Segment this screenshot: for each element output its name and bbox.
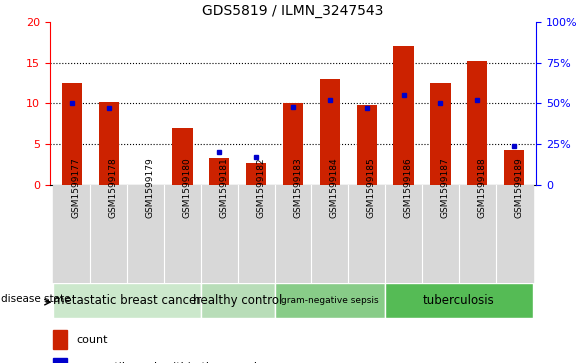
- Bar: [275, 283, 385, 318]
- Bar: [275, 185, 311, 283]
- Bar: [348, 185, 385, 283]
- Bar: [238, 185, 275, 283]
- Bar: [201, 283, 275, 318]
- Bar: [172, 128, 193, 185]
- Bar: [90, 185, 127, 283]
- Bar: [209, 158, 230, 185]
- Bar: [385, 283, 533, 318]
- Text: tuberculosis: tuberculosis: [423, 294, 495, 307]
- Text: GSM1599188: GSM1599188: [477, 158, 486, 219]
- Bar: [422, 185, 459, 283]
- Bar: [201, 185, 238, 283]
- Text: GSM1599179: GSM1599179: [145, 158, 155, 219]
- Text: GSM1599189: GSM1599189: [514, 158, 523, 219]
- Bar: [164, 185, 201, 283]
- Text: count: count: [76, 335, 108, 344]
- Text: GSM1599177: GSM1599177: [72, 158, 81, 219]
- Bar: [393, 46, 414, 185]
- Bar: [127, 185, 164, 283]
- Bar: [385, 185, 422, 283]
- Bar: [283, 103, 303, 185]
- Text: GSM1599186: GSM1599186: [404, 158, 413, 219]
- Text: percentile rank within the sample: percentile rank within the sample: [76, 362, 264, 363]
- Bar: [53, 358, 67, 363]
- Bar: [504, 150, 524, 185]
- Text: GSM1599180: GSM1599180: [182, 158, 192, 219]
- Bar: [467, 61, 488, 185]
- Text: disease state: disease state: [1, 294, 71, 304]
- Title: GDS5819 / ILMN_3247543: GDS5819 / ILMN_3247543: [202, 4, 384, 18]
- Bar: [246, 163, 266, 185]
- Bar: [356, 105, 377, 185]
- Bar: [62, 83, 82, 185]
- Text: GSM1599184: GSM1599184: [330, 158, 339, 219]
- Bar: [459, 185, 496, 283]
- Bar: [311, 185, 348, 283]
- Text: GSM1599181: GSM1599181: [219, 158, 229, 219]
- Bar: [53, 330, 67, 349]
- Text: metastatic breast cancer: metastatic breast cancer: [53, 294, 202, 307]
- Bar: [53, 185, 90, 283]
- Text: GSM1599178: GSM1599178: [109, 158, 118, 219]
- Bar: [430, 83, 451, 185]
- Text: GSM1599182: GSM1599182: [256, 158, 265, 219]
- Bar: [496, 185, 533, 283]
- Text: GSM1599183: GSM1599183: [293, 158, 302, 219]
- Text: healthy control: healthy control: [193, 294, 282, 307]
- Text: gram-negative sepsis: gram-negative sepsis: [281, 296, 379, 305]
- Text: GSM1599185: GSM1599185: [367, 158, 376, 219]
- Text: GSM1599187: GSM1599187: [441, 158, 449, 219]
- Bar: [98, 102, 119, 185]
- Bar: [53, 283, 201, 318]
- Bar: [320, 79, 340, 185]
